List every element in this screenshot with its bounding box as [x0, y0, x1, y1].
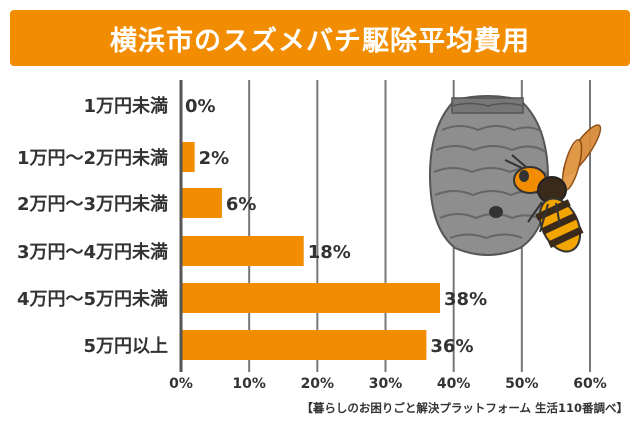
category-label: 5万円以上: [83, 336, 168, 357]
category-label: 3万円〜4万円未満: [17, 241, 168, 263]
category-labels: 1万円未満 1万円〜2万円未満 2万円〜3万円未満 3万円〜4万円未満 4万円〜5万円未…: [17, 95, 168, 357]
category-label: 2万円〜3万円未満: [17, 193, 168, 215]
x-tick-labels: 0% 10% 20% 30% 40% 50% 60%: [169, 376, 607, 392]
bar: [181, 188, 222, 218]
value-label: 0%: [185, 96, 216, 117]
title-bar: 横浜市のスズメバチ駆除平均費用: [10, 10, 630, 66]
value-label: 36%: [430, 336, 473, 357]
value-labels: 0% 2% 6% 18% 38% 36%: [185, 96, 487, 357]
x-tick-label: 40%: [437, 376, 471, 392]
hornet-illustration: [428, 95, 602, 256]
value-label: 38%: [444, 289, 487, 310]
value-label: 6%: [226, 194, 257, 215]
bar: [181, 142, 195, 172]
x-tick-label: 30%: [369, 376, 403, 392]
value-label: 18%: [308, 242, 351, 263]
x-tick-label: 10%: [232, 376, 266, 392]
hornet-icon: [504, 124, 602, 253]
category-label: 4万円〜5万円未満: [17, 288, 168, 310]
source-note: 【暮らしのお困りごと解決プラットフォーム 生活110番調べ】: [301, 401, 628, 415]
category-label: 1万円未満: [83, 95, 168, 117]
x-tick-label: 50%: [505, 376, 539, 392]
chart-title: 横浜市のスズメバチ駆除平均費用: [110, 25, 530, 57]
bar: [181, 330, 427, 360]
x-tick-label: 60%: [573, 376, 607, 392]
bars: [181, 142, 441, 360]
bar: [181, 236, 304, 266]
value-label: 2%: [199, 148, 230, 169]
category-label: 1万円〜2万円未満: [17, 147, 168, 169]
nest-icon: [428, 95, 550, 256]
x-tick-label: 20%: [301, 376, 335, 392]
x-tick-label: 0%: [169, 376, 193, 392]
bar: [181, 283, 441, 313]
